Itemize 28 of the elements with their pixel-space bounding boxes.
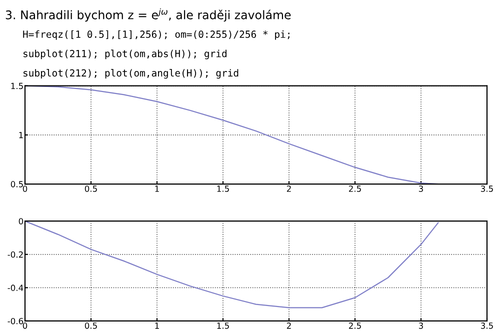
y-tick-label: -0.4 bbox=[8, 284, 24, 291]
y-tick-label: 1.5 bbox=[11, 82, 23, 90]
x-tick-label: 2 bbox=[286, 322, 291, 329]
x-tick-label: 0 bbox=[22, 186, 28, 192]
line-series bbox=[25, 221, 439, 308]
y-tick-label: -0.2 bbox=[8, 251, 23, 258]
x-tick-label: 3.5 bbox=[481, 186, 493, 192]
x-tick-label: 2 bbox=[286, 186, 291, 192]
x-tick-label: 3.5 bbox=[481, 322, 493, 329]
x-tick-label: 1.5 bbox=[217, 186, 229, 192]
text: H=freqz([1 0.5],[1],256); om=(0:255)/256 * pi; bbox=[23, 30, 290, 40]
x-tick-label: 1 bbox=[155, 322, 159, 329]
x-tick-label: 2.5 bbox=[348, 186, 361, 192]
x-tick-label: 1.5 bbox=[217, 322, 229, 329]
text: subplot(212); plot(om,angle(H)); grid bbox=[24, 69, 238, 79]
y-tick-label: -0.6 bbox=[8, 318, 24, 324]
x-tick-label: 1 bbox=[155, 186, 159, 192]
x-tick-label: 0 bbox=[22, 322, 28, 329]
text: subplot(211); plot(om,abs(H)); grid bbox=[24, 50, 226, 60]
x-tick-label: 2.5 bbox=[348, 322, 361, 329]
chart-title: 3. Nahradili bychom z = e$^{jω}$, ale raději zavoláme bbox=[6, 8, 291, 22]
x-tick-label: 0.5 bbox=[84, 186, 97, 192]
x-tick-label: 3 bbox=[418, 186, 423, 192]
y-tick-label: 0 bbox=[18, 218, 24, 224]
y-tick-label: 1 bbox=[19, 132, 23, 138]
x-tick-label: 3 bbox=[418, 322, 423, 329]
y-tick-label: 0.5 bbox=[10, 181, 23, 188]
x-tick-label: 0.5 bbox=[84, 322, 97, 329]
